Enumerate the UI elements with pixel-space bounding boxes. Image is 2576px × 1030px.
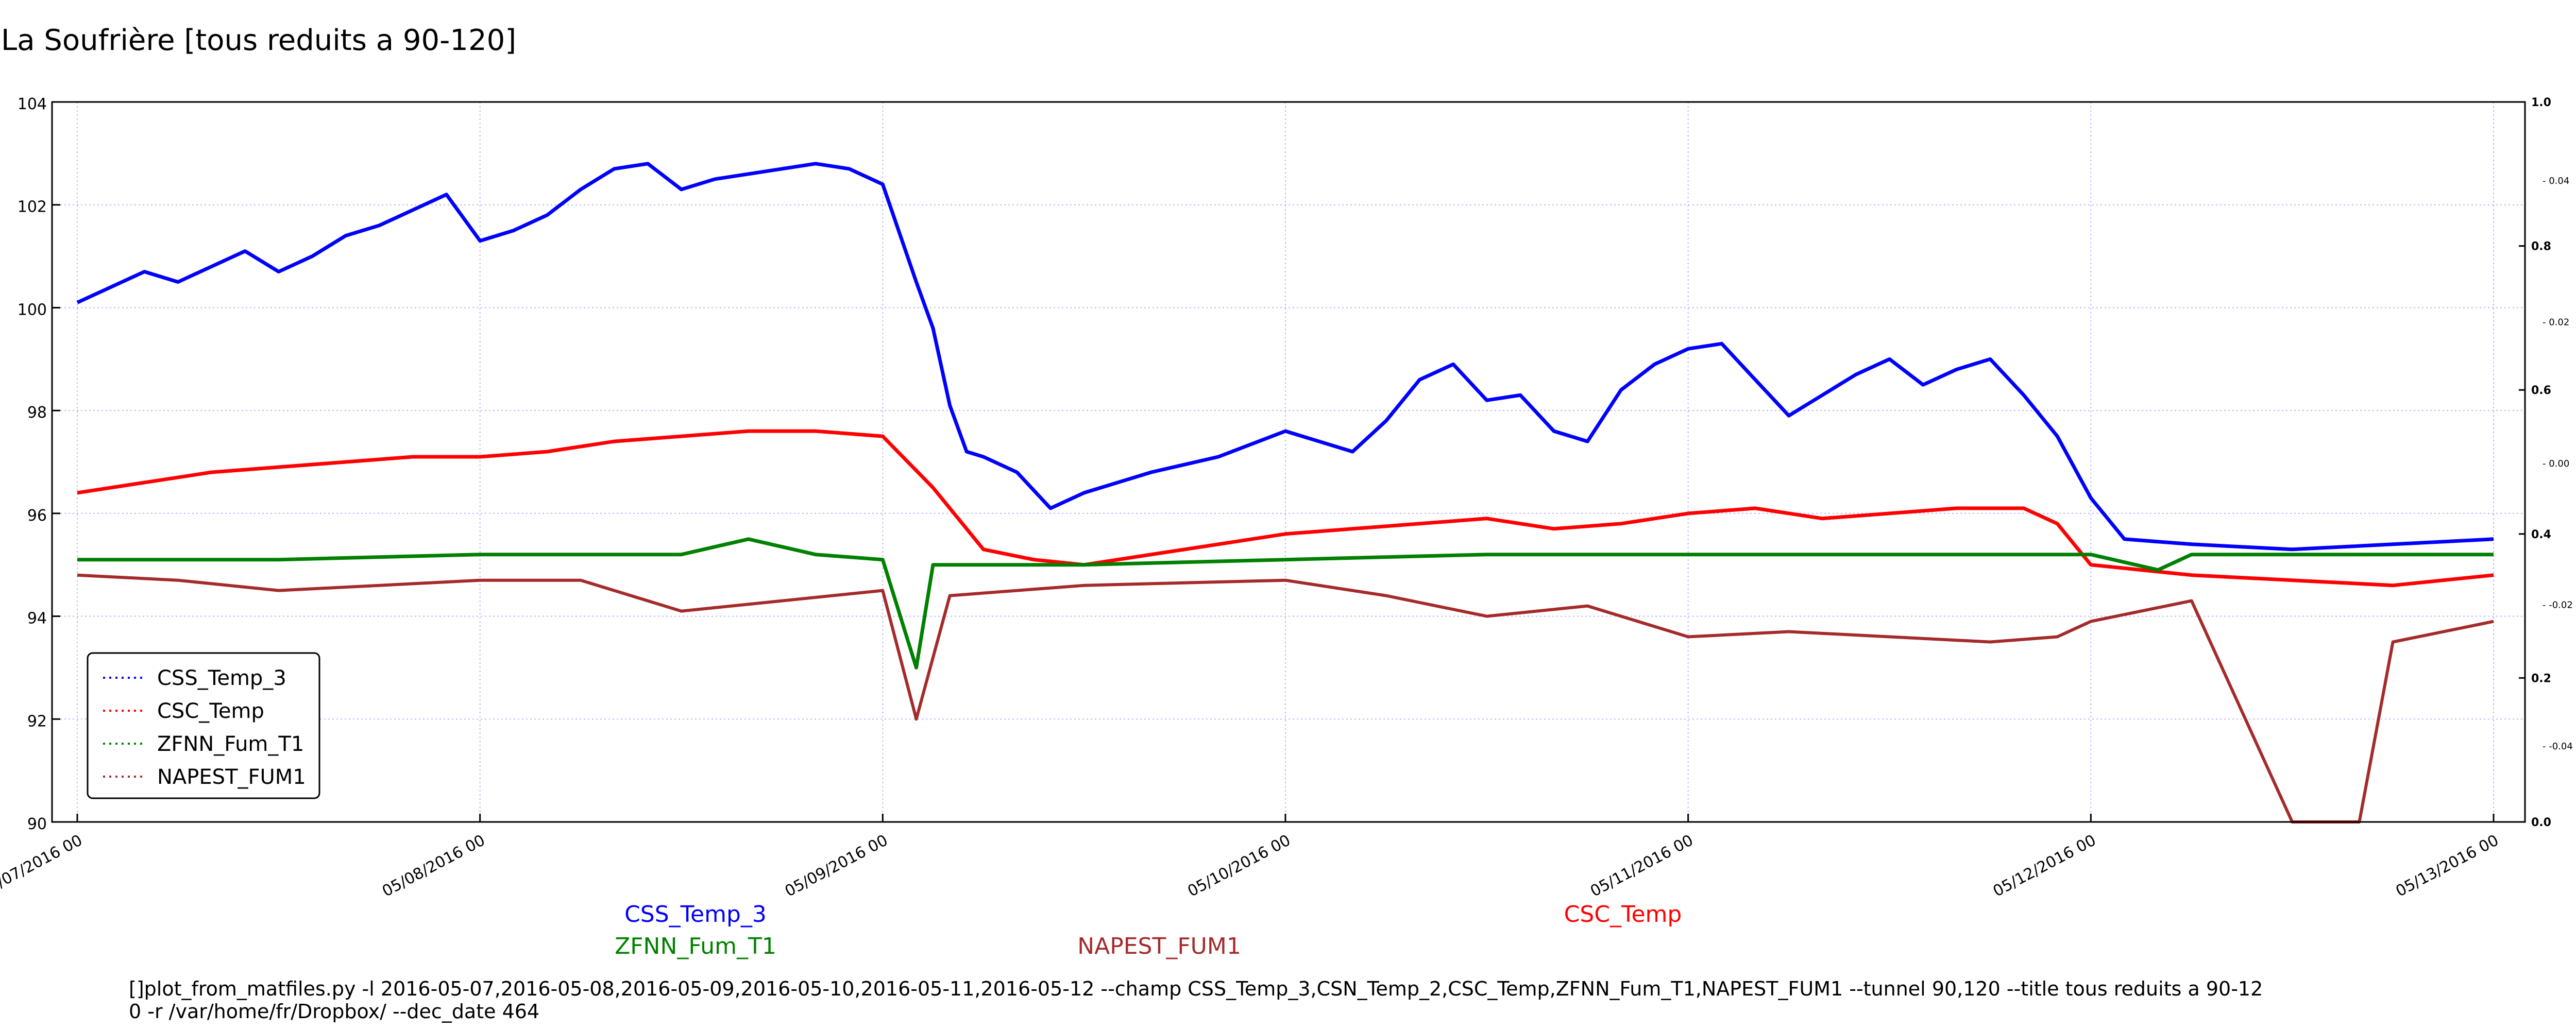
- y-axis-right: 0.0 0.2 0.4 0.6 0.8 1.0 - -0.04 - -0.02 - 0.00 - …: [2519, 96, 2573, 829]
- y2-tick-label: 0.8: [2531, 241, 2551, 253]
- y-tick-label: 96: [27, 507, 47, 525]
- x-tick-label: 05/07/2016 00: [0, 831, 86, 900]
- chart-title: La Soufrière [tous reduits a 90-120]: [1, 24, 516, 57]
- x-tick-label: 05/10/2016 00: [1185, 831, 1294, 900]
- y2-tick-label: 0.6: [2531, 384, 2551, 397]
- series-line-csc-temp: [77, 429, 2494, 588]
- plot-frame: [51, 101, 2526, 823]
- command-line-caption: []plot_from_matfiles.py -l 2016-05-07,20…: [129, 977, 2263, 1023]
- y2-tick-label: 1.0: [2531, 96, 2551, 109]
- y-tick-label: 104: [18, 95, 47, 113]
- grid: [52, 101, 2525, 822]
- legend-label: ZFNN_Fum_T1: [157, 732, 304, 756]
- y-tick-label: 94: [27, 610, 47, 628]
- series-label: NAPEST_FUM1: [1077, 933, 1241, 959]
- series-label: CSC_Temp: [1564, 901, 1682, 928]
- x-axis: 05/07/2016 00 05/08/2016 00 05/09/2016 00 0…: [0, 814, 2502, 901]
- y2-tick-label: 0.0: [2531, 816, 2551, 829]
- x-tick-label: 05/09/2016 00: [782, 831, 891, 900]
- x-tick-label: 05/08/2016 00: [379, 831, 488, 900]
- y2-tick-label: 0.4: [2531, 528, 2551, 541]
- legend: CSS_Temp_3 CSC_Temp ZFNN_Fum_T1 NAPEST_FUM1: [87, 652, 320, 799]
- series-label: ZFNN_Fum_T1: [615, 933, 776, 959]
- y2b-tick-label: - 0.02: [2543, 317, 2569, 328]
- y-tick-label: 92: [27, 712, 47, 730]
- legend-label: CSS_Temp_3: [157, 666, 286, 690]
- y2b-tick-label: - 0.00: [2543, 458, 2569, 469]
- y-axis: 90 92 94 96 98 100 102 104: [18, 95, 60, 833]
- series-labels: CSS_Temp_3 ZFNN_Fum_T1 NAPEST_FUM1 CSC_Temp: [615, 901, 1682, 959]
- legend-label: CSC_Temp: [157, 699, 264, 723]
- y2b-tick-label: - -0.02: [2543, 600, 2573, 611]
- y-tick-label: 98: [27, 404, 47, 422]
- legend-label: NAPEST_FUM1: [157, 765, 306, 789]
- series-label: CSS_Temp_3: [624, 901, 767, 928]
- series-line-napest-fum1: [77, 573, 2494, 823]
- series-line-css-temp-3: [76, 162, 2494, 552]
- y-tick-label: 102: [18, 198, 47, 216]
- x-tick-label: 05/12/2016 00: [1990, 831, 2099, 900]
- y-tick-label: 90: [27, 815, 47, 833]
- series-line-zfnn-fum-t1: [77, 537, 2494, 670]
- legend-box: [87, 652, 320, 799]
- y-tick-label: 100: [18, 301, 47, 319]
- y2-tick-label: 0.2: [2531, 672, 2551, 685]
- series-layer: [76, 162, 2494, 823]
- y2b-tick-label: - 0.04: [2543, 176, 2569, 186]
- x-tick-label: 05/13/2016 00: [2393, 831, 2502, 900]
- x-tick-label: 05/11/2016 00: [1587, 831, 1696, 900]
- y2b-tick-label: - -0.04: [2543, 741, 2573, 752]
